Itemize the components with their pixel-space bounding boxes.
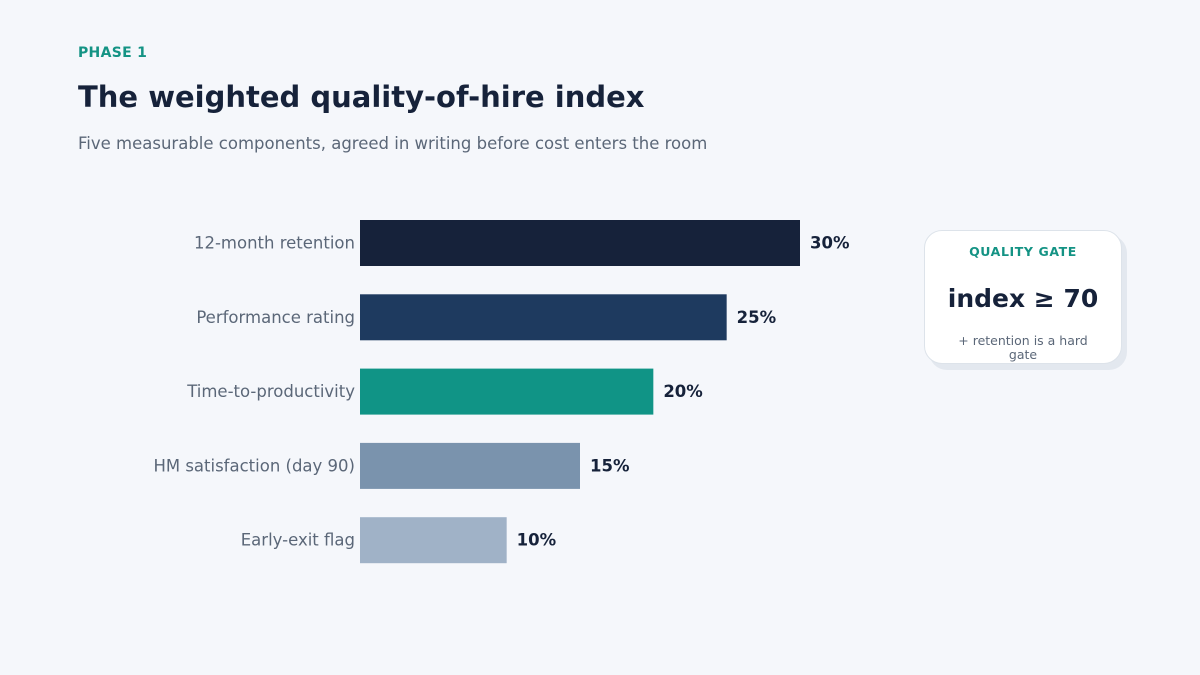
quality-gate-note: + retention is a hard gate xyxy=(958,333,1088,362)
page-subtitle: Five measurable components, agreed in wr… xyxy=(78,134,708,153)
category-label: HM satisfaction (day 90) xyxy=(153,456,355,475)
category-label: Time-to-productivity xyxy=(186,382,355,401)
weights-bar-chart: 12-month retention 30% Performance rating 2… xyxy=(153,220,850,564)
bar-2 xyxy=(360,294,727,341)
value-label: 10% xyxy=(517,531,557,550)
category-label: Early-exit flag xyxy=(241,531,355,550)
bar-4 xyxy=(360,442,580,489)
phase-eyebrow: PHASE 1 xyxy=(78,45,148,61)
quality-gate-value: index ≥ 70 xyxy=(947,284,1099,313)
page-title: The weighted quality-of-hire index xyxy=(78,80,645,114)
value-label: 30% xyxy=(810,234,850,253)
category-label: 12-month retention xyxy=(194,234,355,253)
bar-5 xyxy=(360,517,507,564)
value-label: 20% xyxy=(663,382,703,401)
value-label: 25% xyxy=(737,308,777,327)
value-label: 15% xyxy=(590,456,630,475)
category-label: Performance rating xyxy=(196,308,355,327)
quality-gate-card: QUALITY GATE index ≥ 70 + retention is a… xyxy=(924,230,1122,364)
bar-3 xyxy=(360,368,654,415)
quality-gate-title: QUALITY GATE xyxy=(969,244,1077,259)
bar-1 xyxy=(360,220,800,266)
